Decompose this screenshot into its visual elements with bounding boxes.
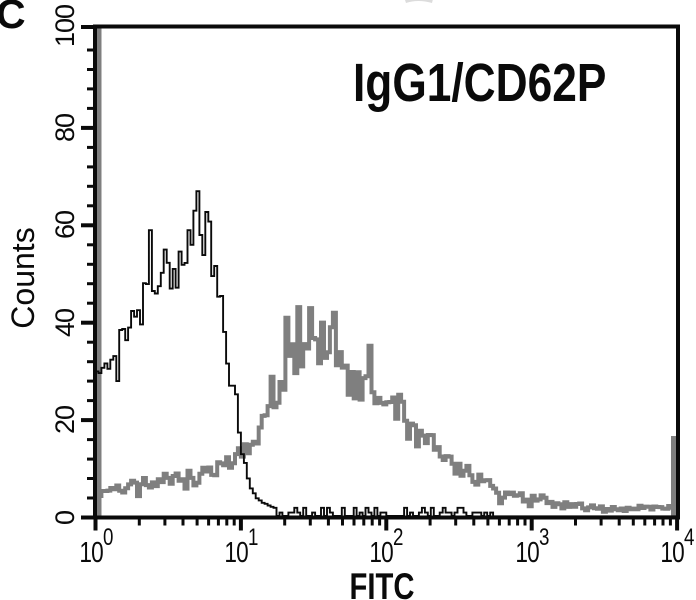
svg-text:102: 102 — [369, 524, 402, 569]
svg-text:104: 104 — [660, 524, 694, 569]
svg-text:80: 80 — [50, 114, 80, 142]
svg-text:Counts: Counts — [5, 227, 41, 328]
svg-text:C: C — [0, 0, 26, 37]
svg-text:60: 60 — [50, 211, 80, 239]
svg-text:FITC: FITC — [350, 567, 415, 600]
svg-text:101: 101 — [224, 524, 257, 569]
svg-text:100: 100 — [79, 524, 113, 569]
svg-text:40: 40 — [50, 309, 80, 337]
svg-text:100: 100 — [50, 5, 80, 47]
svg-text:103: 103 — [515, 524, 549, 569]
svg-text:IgG1/CD62P: IgG1/CD62P — [353, 53, 606, 113]
svg-text:20: 20 — [50, 406, 80, 434]
svg-text:0: 0 — [50, 511, 80, 525]
